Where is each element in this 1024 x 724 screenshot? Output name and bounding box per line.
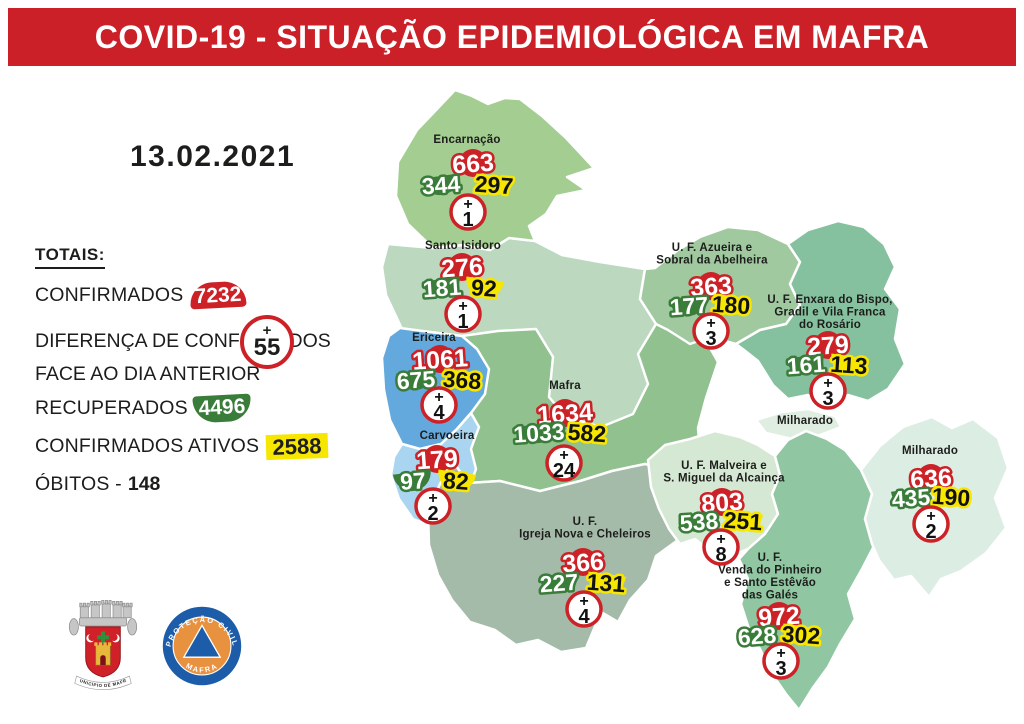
svg-text:+: +	[428, 490, 437, 507]
svg-text:582: 582	[567, 419, 607, 448]
difference-value: 55	[253, 333, 281, 361]
active-row: CONFIRMADOS ATIVOS 2588	[35, 432, 329, 461]
parish-badge-malveira: 803 538 251 + 8	[676, 485, 765, 566]
parish-badge-igreja-nova: 366 227 131 + 4	[536, 545, 628, 628]
svg-text:+: +	[706, 315, 715, 332]
svg-text:297: 297	[474, 171, 514, 200]
svg-text:3: 3	[705, 328, 716, 350]
recovered-total-badge: 4496	[192, 393, 252, 424]
active-total-badge: 2588	[265, 432, 329, 461]
svg-text:4: 4	[578, 606, 590, 628]
svg-text:628: 628	[737, 622, 777, 651]
difference-value-badge: + 55	[240, 315, 294, 369]
parish-shape-igreja-nova-cheleiros	[426, 458, 692, 654]
confirmed-label: CONFIRMADOS	[35, 283, 184, 306]
protecao-civil-logo: PROTEÇÃO CIVIL MAFRA	[162, 606, 242, 685]
recovered-label: RECUPERADOS	[35, 397, 188, 419]
label-malveira: U. F. Malveira e S. Miguel da Alcainça	[663, 460, 785, 485]
svg-text:+: +	[823, 375, 832, 392]
label-santo-isidoro: Santo Isidoro	[425, 240, 501, 252]
label-azueira: U. F. Azueira e Sobral da Abelheira	[656, 242, 768, 267]
parish-badge-venda-pinheiro: 972 628 302 + 3	[734, 599, 823, 680]
parish-badge-encarnacao: 663 344 297 + 1	[418, 146, 516, 231]
deaths-label: ÓBITOS -	[35, 473, 122, 495]
civil-bottom-text: MAFRA	[184, 661, 219, 674]
report-date: 13.02.2021	[130, 140, 296, 173]
crest-cross	[97, 630, 109, 643]
svg-text:1: 1	[462, 209, 473, 231]
label-milharado-exclave: Milharado	[777, 415, 833, 427]
parish-shape-encarnacao	[394, 88, 596, 252]
parish-badge-mafra: 1634 1033 582 + 24	[510, 396, 609, 482]
recovered-row: RECUPERADOS 4496	[35, 393, 252, 424]
svg-text:366: 366	[561, 548, 605, 579]
deaths-value: 148	[127, 473, 161, 495]
svg-text:3: 3	[822, 388, 833, 410]
parish-badge-azueira: 363 177 180 + 3	[666, 269, 753, 350]
svg-text:82: 82	[442, 467, 469, 495]
crest-tower	[94, 641, 112, 665]
svg-text:4: 4	[433, 402, 445, 424]
label-mafra: Mafra	[549, 380, 581, 392]
svg-text:2: 2	[427, 503, 438, 525]
svg-text:+: +	[926, 508, 935, 525]
totals-heading: TOTAIS:	[35, 245, 105, 269]
svg-text:2: 2	[925, 521, 936, 543]
svg-text:+: +	[579, 593, 588, 610]
crest-ribbon	[74, 675, 132, 690]
crest-crescents	[86, 633, 120, 642]
parish-badge-carvoeira: 179 97 82 + 2	[392, 442, 477, 525]
page-title: COVID-19 - SITUAÇÃO EPIDEMIOLÓGICA EM MA…	[94, 18, 930, 55]
svg-text:+: +	[434, 389, 443, 406]
svg-text:92: 92	[470, 274, 497, 302]
label-ericeira: Ericeira	[412, 332, 456, 344]
svg-text:344: 344	[421, 171, 461, 200]
svg-text:161: 161	[786, 351, 826, 380]
parish-badge-enxara: 279 161 113 + 3	[783, 328, 870, 410]
mafra-coat-of-arms: MUNICÍPIO DE MAFRA	[62, 586, 138, 690]
label-milharado: Milharado	[902, 445, 958, 457]
label-enxara: U. F. Enxara do Bispo, Gradil e Vila Fran…	[767, 294, 892, 331]
label-carvoeira: Carvoeira	[420, 430, 475, 442]
svg-text:1: 1	[457, 311, 468, 333]
difference-row: DIFERENÇA DE CONFIRMADOS FACE AO DIA ANT…	[35, 315, 355, 391]
label-igreja-nova: U. F. Igreja Nova e Cheleiros	[519, 516, 651, 541]
plus-sign: +	[262, 321, 272, 339]
parish-shape-milharado-exclave	[754, 407, 843, 441]
crest-crown	[68, 599, 138, 635]
svg-text:+: +	[463, 196, 472, 213]
footer-logos: MUNICÍPIO DE MAFRA PROTEÇÃO CIVIL MAFRA	[62, 578, 272, 713]
mafra-municipality-map: Encarnação Santo Isidoro Ericeira Carvoe…	[380, 88, 1010, 712]
svg-text:+: +	[559, 447, 568, 464]
svg-text:8: 8	[715, 544, 726, 566]
svg-text:24: 24	[553, 460, 576, 482]
header-banner: COVID-19 - SITUAÇÃO EPIDEMIOLÓGICA EM MA…	[8, 8, 1016, 66]
svg-text:+: +	[716, 531, 725, 548]
svg-text:+: +	[776, 645, 785, 662]
parish-badge-santo-isidoro: 276 181 92 + 1	[419, 250, 505, 333]
civil-triangle	[182, 623, 222, 658]
parish-badge-milharado: 636 435 190 + 2	[888, 461, 973, 543]
svg-text:1033: 1033	[513, 418, 566, 448]
parish-badge-ericeira: 1061 675 368 + 4	[393, 342, 484, 424]
label-encarnacao: Encarnação	[433, 134, 500, 146]
active-label: CONFIRMADOS ATIVOS	[35, 435, 260, 457]
svg-text:+: +	[458, 298, 467, 315]
svg-text:227: 227	[539, 569, 579, 598]
parish-shape-venda-pinheiro-galés	[737, 429, 877, 712]
svg-text:3: 3	[775, 658, 786, 680]
deaths-row: ÓBITOS - 148	[35, 473, 160, 496]
confirmed-row: CONFIRMADOS 7232	[35, 280, 248, 310]
svg-text:179: 179	[415, 445, 459, 476]
label-venda-pinheiro: U. F. Venda do Pinheiro e Santo Estêvão das…	[718, 552, 822, 602]
confirmed-total-badge: 7232	[189, 280, 248, 310]
